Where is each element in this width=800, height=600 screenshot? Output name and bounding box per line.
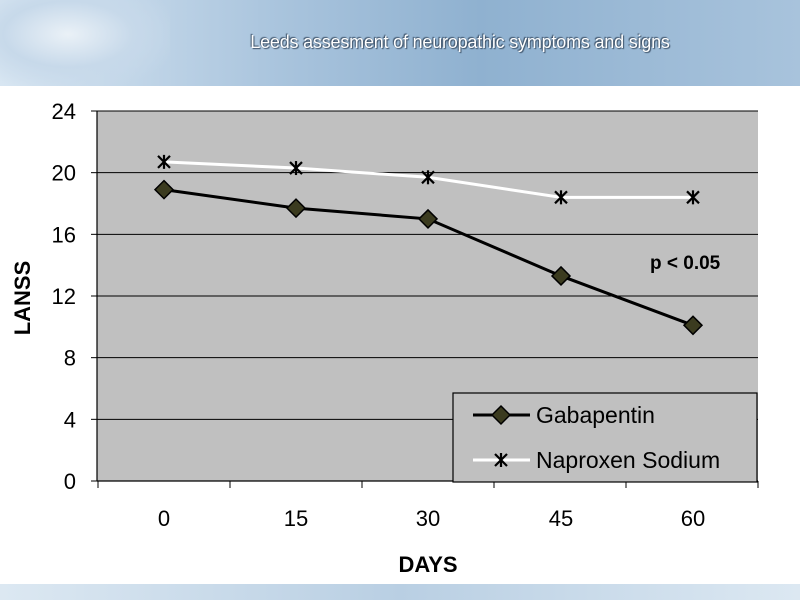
y-tick-label: 4 (64, 407, 76, 432)
x-tick-label: 45 (549, 506, 573, 531)
line-chart: 0 4 8 12 16 20 24 0 15 30 45 60 LANSS DAYS p < 0.0… (10, 99, 759, 577)
data-point (554, 190, 568, 205)
data-point (494, 453, 508, 467)
y-tick-label: 8 (64, 346, 76, 371)
legend-label: Naproxen Sodium (536, 447, 720, 473)
y-tick-label: 24 (52, 99, 76, 124)
data-point (285, 198, 307, 219)
legend-label: Gabapentin (536, 402, 655, 428)
y-axis-title: LANSS (10, 261, 35, 336)
x-tick-label: 30 (416, 506, 440, 531)
x-axis-title: DAYS (398, 552, 457, 577)
p-value-annotation: p < 0.05 (650, 253, 721, 274)
footer-band (0, 584, 800, 600)
data-point (157, 154, 171, 169)
legend: Gabapentin Naproxen Sodium (452, 392, 758, 483)
data-point (686, 190, 700, 205)
data-point (153, 179, 175, 200)
slide-header: Leeds assesment of neuropathic symptoms … (0, 0, 800, 86)
x-tick-label: 0 (158, 506, 170, 531)
data-point (289, 161, 303, 176)
data-point (417, 208, 439, 229)
y-tick-label: 16 (52, 222, 76, 247)
header-photo (0, 0, 170, 86)
data-point (421, 170, 435, 185)
x-tick-label: 15 (284, 506, 308, 531)
y-tick-label: 0 (64, 469, 76, 494)
y-tick-labels: 0 4 8 12 16 20 24 (52, 99, 76, 494)
y-tick-label: 20 (52, 161, 76, 186)
slide-title: Leeds assesment of neuropathic symptoms … (250, 32, 670, 52)
data-point (682, 315, 704, 336)
x-tick-labels: 0 15 30 45 60 (158, 506, 705, 531)
data-point (490, 404, 512, 426)
data-point (550, 265, 572, 287)
gridlines (97, 110, 758, 420)
x-tick-label: 60 (681, 506, 705, 531)
y-tick-label: 12 (52, 284, 76, 309)
series (153, 154, 704, 336)
